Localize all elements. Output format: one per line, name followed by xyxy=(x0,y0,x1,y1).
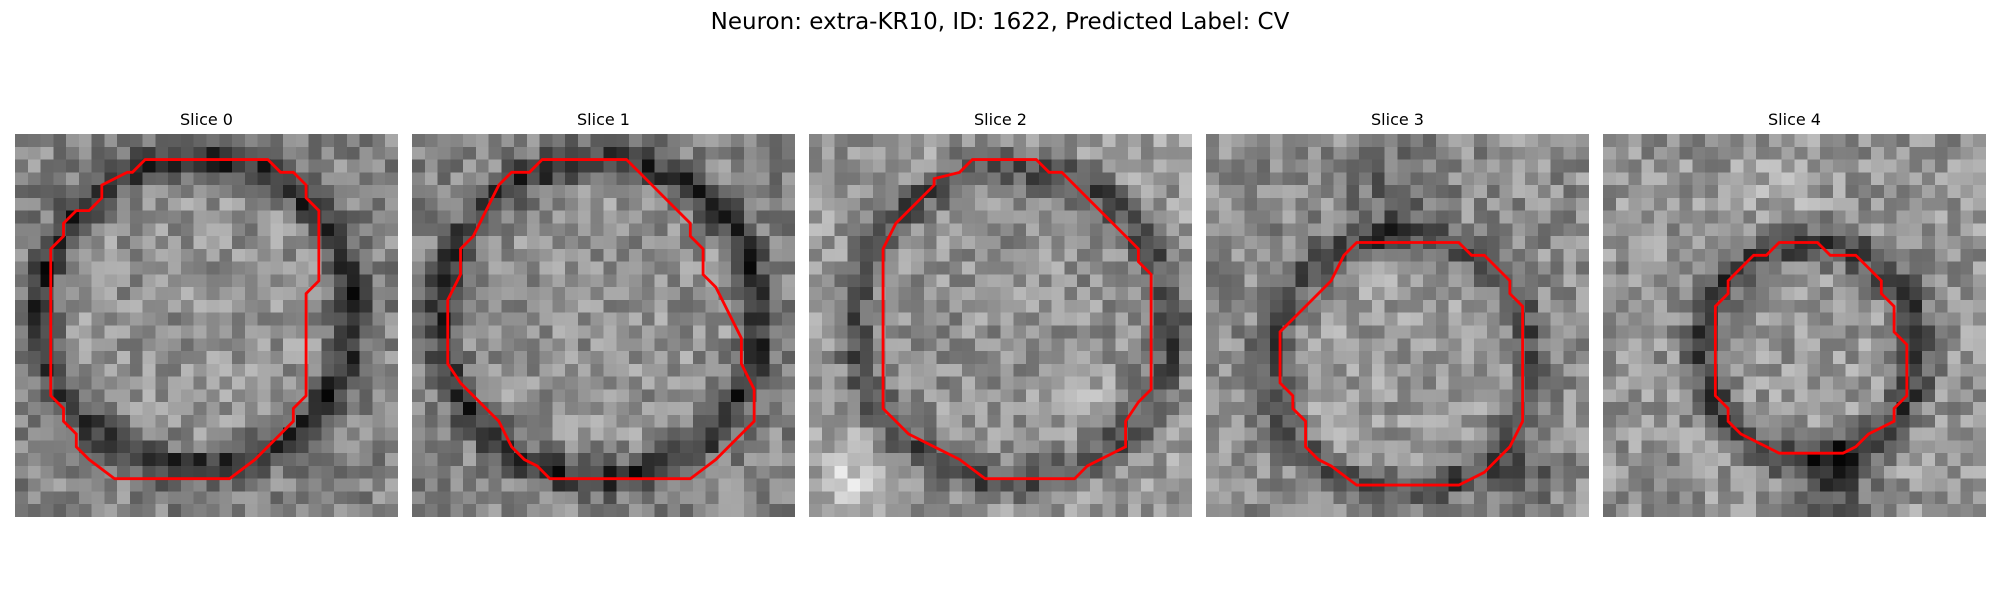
slice-image-1 xyxy=(412,134,795,517)
segmentation-outline xyxy=(881,158,1153,481)
segmentation-outline xyxy=(1278,241,1525,487)
pixel-grid xyxy=(412,134,795,517)
slice-title-4: Slice 4 xyxy=(1768,110,1821,129)
segmentation-outline xyxy=(1713,241,1909,455)
slice-image-2 xyxy=(809,134,1192,517)
slice-image-0 xyxy=(15,134,398,517)
pixel-grid xyxy=(809,134,1192,517)
pixel-grid xyxy=(1603,134,1986,517)
slice-title-1: Slice 1 xyxy=(577,110,630,129)
slice-title-2: Slice 2 xyxy=(974,110,1027,129)
slice-image-3 xyxy=(1206,134,1589,517)
slice-title-3: Slice 3 xyxy=(1371,110,1424,129)
figure-title: Neuron: extra-KR10, ID: 1622, Predicted … xyxy=(710,9,1290,35)
slice-title-0: Slice 0 xyxy=(180,110,233,129)
segmentation-outline xyxy=(49,158,321,481)
pixel-grid xyxy=(15,134,398,517)
segmentation-outline xyxy=(446,158,756,481)
pixel-grid xyxy=(1206,134,1589,517)
slice-image-4 xyxy=(1603,134,1986,517)
